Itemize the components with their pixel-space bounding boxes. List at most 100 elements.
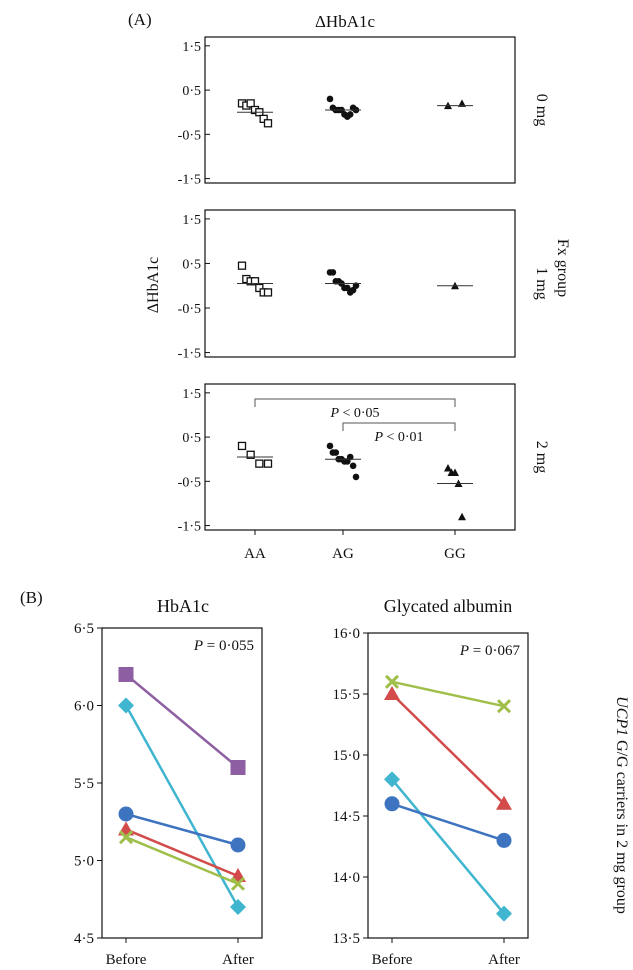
y-tick-label: -1·5	[178, 347, 201, 362]
series-x	[384, 674, 512, 714]
y-tick-label: 0·5	[182, 257, 201, 272]
marker-x	[118, 830, 134, 845]
significance-label: P < 0·01	[373, 430, 423, 445]
p-value-label: P = 0·055	[193, 638, 254, 654]
x-tick-label: AA	[244, 546, 266, 562]
point-square	[250, 277, 260, 286]
y-tick-label: -0·5	[178, 475, 201, 490]
y-tick-label: 15·0	[333, 748, 361, 764]
y-tick-label: -0·5	[178, 128, 201, 143]
y-tick-label: 14·5	[333, 809, 361, 825]
significance-bracket	[342, 422, 456, 431]
point-circle	[349, 462, 357, 470]
marker-diamond	[496, 905, 512, 922]
point-circle	[326, 442, 334, 450]
series-line	[391, 802, 505, 842]
marker-diamond	[384, 771, 400, 788]
plot-frame	[367, 632, 529, 939]
series-triangle	[384, 686, 512, 810]
series-line	[391, 693, 505, 805]
point-square	[255, 459, 264, 468]
point-circle	[346, 111, 354, 118]
panel-a-title: ΔHbA1c	[315, 12, 375, 31]
line-chart-glycated-albumin: Glycated albumin 16·0 15·5 15·0 14·5 14·0 13·5…	[333, 596, 529, 968]
point-triangle	[444, 464, 452, 472]
series-line	[125, 836, 239, 885]
point-triangle	[458, 512, 466, 521]
dotplot-0mg: 1·5 0·5 -0·5 -1·5 0 mg	[178, 36, 550, 188]
y-tick-label: -1·5	[178, 520, 201, 535]
y-tick-label: 15·5	[333, 687, 361, 703]
marker-x	[496, 699, 512, 714]
series-diamond	[384, 771, 512, 922]
facet-label: 2 mg	[533, 441, 550, 473]
point-triangle	[451, 468, 459, 476]
p-symbol: P	[373, 430, 383, 445]
x-tick-label: Before	[106, 952, 147, 968]
x-tick-label: Before	[372, 952, 413, 968]
p-symbol: P	[459, 643, 469, 659]
line-chart-hba1c: HbA1c 6·5 6·0 5·5 5·0 4·5 Before After P = 0·055	[74, 596, 263, 968]
p-value: = 0·067	[469, 643, 520, 659]
y-tick-label: 4·5	[74, 931, 94, 947]
x-tick-label: AG	[332, 546, 354, 562]
marker-diamond	[118, 697, 134, 714]
y-tick-label: 14·0	[333, 870, 361, 886]
y-tick-label: 6·5	[74, 621, 94, 637]
y-tick-label: 1·5	[182, 213, 201, 228]
series-circle	[384, 796, 512, 848]
point-square	[263, 459, 273, 468]
marker-circle	[496, 832, 512, 848]
p-value: = 0·055	[203, 638, 254, 654]
chart-title: Glycated albumin	[384, 596, 512, 616]
point-square	[237, 261, 247, 270]
chart-title: HbA1c	[157, 596, 209, 616]
dotplot-2mg: 1·5 0·5 -0·5 -1·5 2 mg P < 0·05 P < 0·01 AA AG GG	[178, 383, 550, 562]
facet-label: 0 mg	[533, 94, 550, 126]
x-tick-label: After	[222, 952, 254, 968]
plot-frame	[204, 209, 516, 358]
point-circle	[329, 269, 337, 276]
series-line	[125, 828, 239, 878]
marker-square	[230, 760, 246, 775]
marker-square	[118, 667, 134, 682]
panel-a-plots: 1·5 0·5 -0·5 -1·5 0 mg 1·5 0·5 -0·5 -1·5 1 mg 1·5 0…	[178, 36, 550, 562]
series-circle	[118, 806, 246, 853]
y-tick-label: 1·5	[182, 40, 201, 55]
y-tick-label: 1·5	[182, 387, 201, 402]
point-square	[259, 114, 268, 123]
point-square	[237, 441, 247, 451]
y-tick-label: 16·0	[333, 626, 361, 642]
point-circle	[332, 449, 340, 456]
p-rest: < 0·01	[383, 430, 424, 445]
y-tick-label: -0·5	[178, 302, 201, 317]
panel-b-side-label: UCP1 G/G carriers in 2 mg group	[613, 696, 630, 914]
marker-triangle	[496, 795, 512, 810]
series-x	[118, 830, 246, 891]
point-circle	[346, 453, 354, 461]
facet-label: 1 mg	[533, 267, 550, 299]
marker-circle	[384, 796, 400, 812]
p-rest: < 0·05	[339, 406, 380, 421]
y-tick-label: 5·5	[74, 776, 94, 792]
y-tick-label: -1·5	[178, 173, 201, 188]
point-square	[246, 99, 255, 108]
x-tick-label: GG	[444, 546, 466, 562]
series-square	[118, 667, 246, 775]
point-circle	[352, 282, 360, 290]
marker-x	[384, 674, 400, 689]
y-tick-label: 0·5	[182, 431, 201, 446]
marker-circle	[230, 837, 246, 853]
series-line	[391, 680, 505, 708]
point-circle	[352, 473, 360, 481]
series-line	[124, 704, 240, 908]
y-tick-label: 5·0	[74, 854, 94, 870]
side-label-rest: G/G carriers in 2 mg group	[613, 736, 630, 914]
point-square	[246, 450, 255, 459]
significance-label: P < 0·05	[329, 406, 379, 421]
p-value-label: P = 0·067	[459, 643, 521, 659]
x-tick-label: After	[488, 952, 520, 968]
p-symbol: P	[193, 638, 203, 654]
panel-b-plots: HbA1c 6·5 6·0 5·5 5·0 4·5 Before After P = 0·055…	[74, 596, 529, 968]
